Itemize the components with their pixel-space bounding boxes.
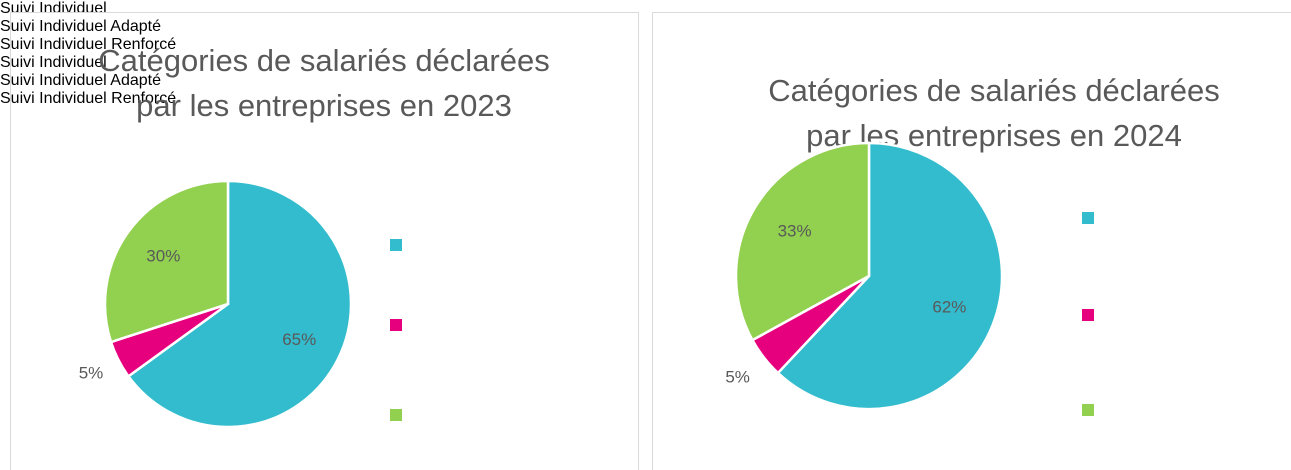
pie-slice [734,141,871,342]
pie-slice [103,179,230,344]
data-label: 5% [79,363,104,382]
legend-label: Suivi Individuel Adapté [0,72,161,89]
legend-marker [1082,404,1094,416]
legend-label: Suivi Individuel [0,54,107,71]
chart-frame [10,12,639,470]
legend-marker [390,319,402,331]
chart-title: Catégories de salariés déclarées [768,73,1219,108]
data-label: 65% [282,330,316,349]
data-label: 33% [778,221,812,240]
legend-marker [390,409,402,421]
chart-frame [652,12,1291,470]
legend-label: Suivi Individuel Renforcé [0,90,177,107]
legend-label: Suivi Individuel Adapté [0,18,161,35]
chart-title: Catégories de salariés déclarées [98,43,549,78]
legend-marker [1082,309,1094,321]
data-label: 30% [146,246,180,265]
data-label: 62% [932,297,966,316]
legend-label: Suivi Individuel Renforcé [0,36,177,53]
legend-marker [1082,212,1094,224]
data-label: 5% [725,367,750,386]
pie-slice [126,179,353,429]
legend-marker [390,239,402,251]
pie-slice [776,141,1004,411]
chart-title: par les entreprises en 2023 [136,88,512,123]
